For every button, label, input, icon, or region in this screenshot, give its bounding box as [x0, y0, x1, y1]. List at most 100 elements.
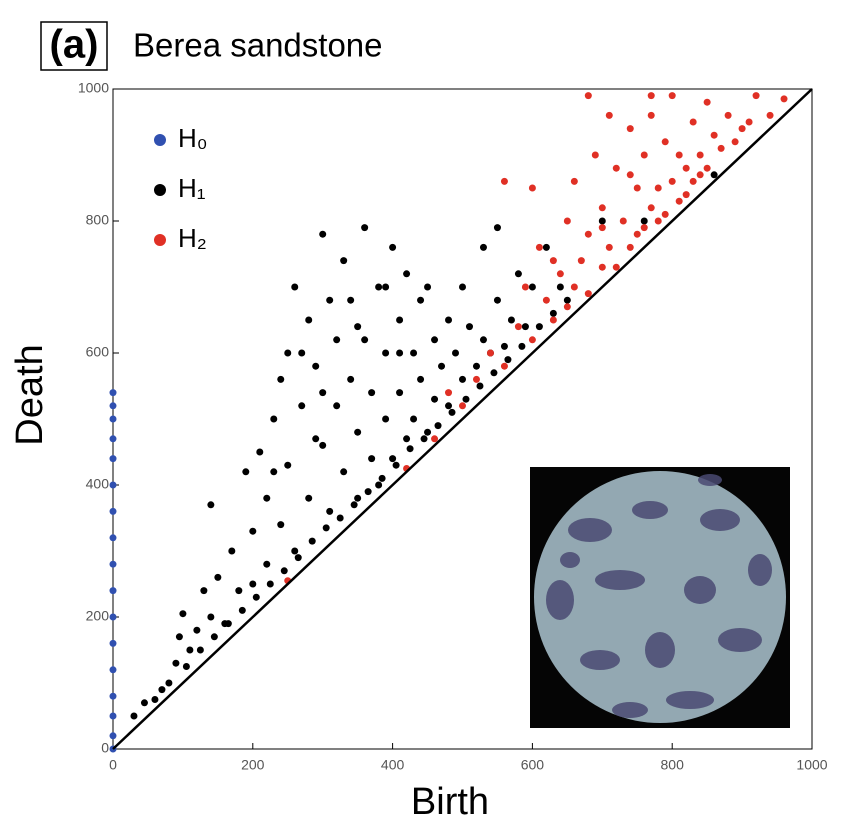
point — [396, 389, 404, 397]
point — [270, 415, 278, 423]
point — [514, 270, 522, 278]
point — [347, 296, 355, 304]
point — [312, 435, 320, 443]
point — [263, 494, 271, 502]
point — [200, 587, 208, 595]
point — [361, 224, 369, 232]
point — [277, 375, 285, 383]
inset-pore — [666, 691, 714, 709]
point — [326, 507, 334, 515]
point — [326, 296, 334, 304]
point — [486, 349, 494, 357]
point — [109, 481, 117, 489]
legend-label: H₁ — [178, 173, 206, 203]
point — [347, 375, 355, 383]
point — [109, 587, 117, 595]
point — [675, 197, 683, 205]
point — [298, 402, 306, 410]
point — [500, 362, 508, 370]
point — [305, 316, 313, 324]
point — [535, 243, 543, 251]
point — [459, 402, 466, 410]
point — [109, 534, 117, 542]
point — [703, 98, 711, 106]
point — [319, 389, 327, 397]
point — [626, 243, 634, 251]
point — [431, 395, 439, 403]
inset-pore — [698, 474, 722, 486]
point — [626, 171, 634, 179]
point — [368, 455, 376, 463]
legend-marker — [154, 134, 166, 146]
point — [109, 613, 117, 621]
point — [476, 382, 484, 390]
point — [647, 204, 655, 212]
point — [130, 712, 138, 720]
legend-label: H₀ — [178, 123, 208, 153]
point — [158, 686, 166, 694]
point — [375, 283, 383, 291]
point — [252, 593, 260, 601]
point — [109, 732, 117, 740]
point — [207, 501, 215, 509]
point — [696, 151, 704, 159]
point — [493, 296, 501, 304]
point — [696, 171, 704, 179]
point — [689, 177, 697, 185]
x-tick-label: 600 — [521, 757, 545, 773]
point — [420, 435, 428, 443]
point — [382, 283, 390, 291]
panel-label-box — [40, 21, 108, 71]
point — [207, 613, 215, 621]
point — [396, 349, 404, 357]
point — [668, 92, 676, 100]
point — [284, 461, 292, 469]
point — [563, 217, 571, 225]
point — [542, 296, 550, 304]
x-tick-label: 400 — [381, 757, 405, 773]
y-axis-label: Death — [9, 344, 51, 445]
point — [633, 230, 641, 238]
point — [403, 435, 411, 443]
point — [507, 316, 515, 324]
point — [319, 441, 327, 449]
point — [214, 573, 222, 581]
point — [504, 356, 512, 364]
point — [654, 184, 662, 192]
point — [291, 547, 299, 555]
point — [598, 224, 606, 232]
point — [410, 415, 418, 423]
inset-pore — [546, 580, 574, 620]
point — [640, 151, 648, 159]
inset-pore — [632, 501, 668, 519]
point — [605, 243, 613, 251]
point — [563, 303, 571, 311]
inset-pore — [684, 576, 716, 604]
inset-pore — [718, 628, 762, 652]
point — [500, 342, 508, 350]
point — [396, 316, 404, 324]
point — [584, 92, 592, 100]
point — [249, 580, 257, 588]
point — [403, 270, 411, 278]
point — [577, 257, 585, 265]
point — [109, 712, 117, 720]
point — [780, 95, 788, 103]
point — [462, 395, 470, 403]
point — [445, 402, 453, 410]
point — [378, 474, 386, 482]
x-tick-label: 200 — [241, 757, 265, 773]
point — [424, 283, 432, 291]
point — [266, 580, 274, 588]
point — [472, 362, 480, 370]
point — [710, 171, 718, 179]
point — [459, 283, 466, 291]
point — [308, 537, 316, 545]
point — [689, 118, 697, 126]
point — [109, 692, 117, 700]
point — [570, 177, 578, 185]
point — [556, 270, 564, 278]
point — [389, 243, 397, 251]
point — [210, 633, 218, 641]
point — [280, 567, 288, 575]
